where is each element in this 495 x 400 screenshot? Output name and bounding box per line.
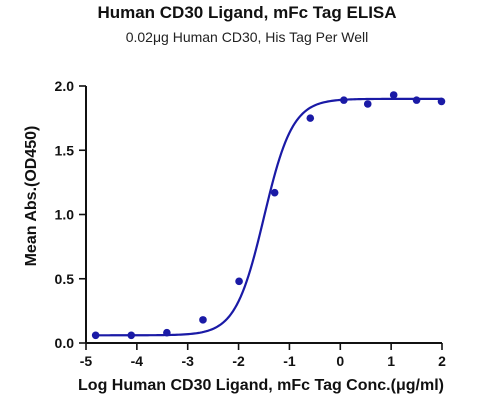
data-point [363, 100, 372, 108]
data-point [163, 328, 171, 337]
x-tick-label: -3 [181, 353, 194, 369]
data-point [389, 91, 398, 99]
x-tick-label: 0 [336, 353, 344, 369]
data-point [437, 97, 446, 106]
chart-subtitle: 0.02μg Human CD30, His Tag Per Well [126, 29, 369, 45]
x-tick-label: 2 [438, 353, 446, 369]
fit-curve [93, 97, 442, 337]
data-point [199, 316, 207, 324]
data-point [91, 331, 100, 340]
y-tick-label: 0.0 [55, 335, 75, 351]
data-point [340, 96, 348, 104]
y-tick-label: 2.0 [55, 78, 75, 94]
y-tick-label: 1.5 [55, 142, 75, 158]
x-tick-label: -4 [131, 353, 144, 369]
x-tick-label: -5 [80, 353, 93, 369]
y-axis-label: Mean Abs.(OD450) [23, 126, 40, 267]
data-point [306, 114, 315, 122]
y-tick-label: 0.5 [55, 271, 75, 287]
chart-title: Human CD30 Ligand, mFc Tag ELISA [97, 3, 396, 22]
y-tick-label: 1.0 [55, 207, 75, 223]
x-tick-label: -1 [283, 353, 296, 369]
data-point [412, 96, 421, 104]
data-point [235, 277, 243, 286]
x-tick-label: 1 [387, 353, 395, 369]
data-point [127, 331, 136, 340]
data-point [270, 188, 279, 197]
x-tick-label: -2 [232, 353, 245, 369]
x-axis-label: Log Human CD30 Ligand, mFc Tag Conc.(μg/… [78, 377, 444, 394]
plot-area: -5 -4 -3 -2 -1 0 1 2 0.0 0.5 1.0 1.5 2.0 [55, 78, 447, 369]
